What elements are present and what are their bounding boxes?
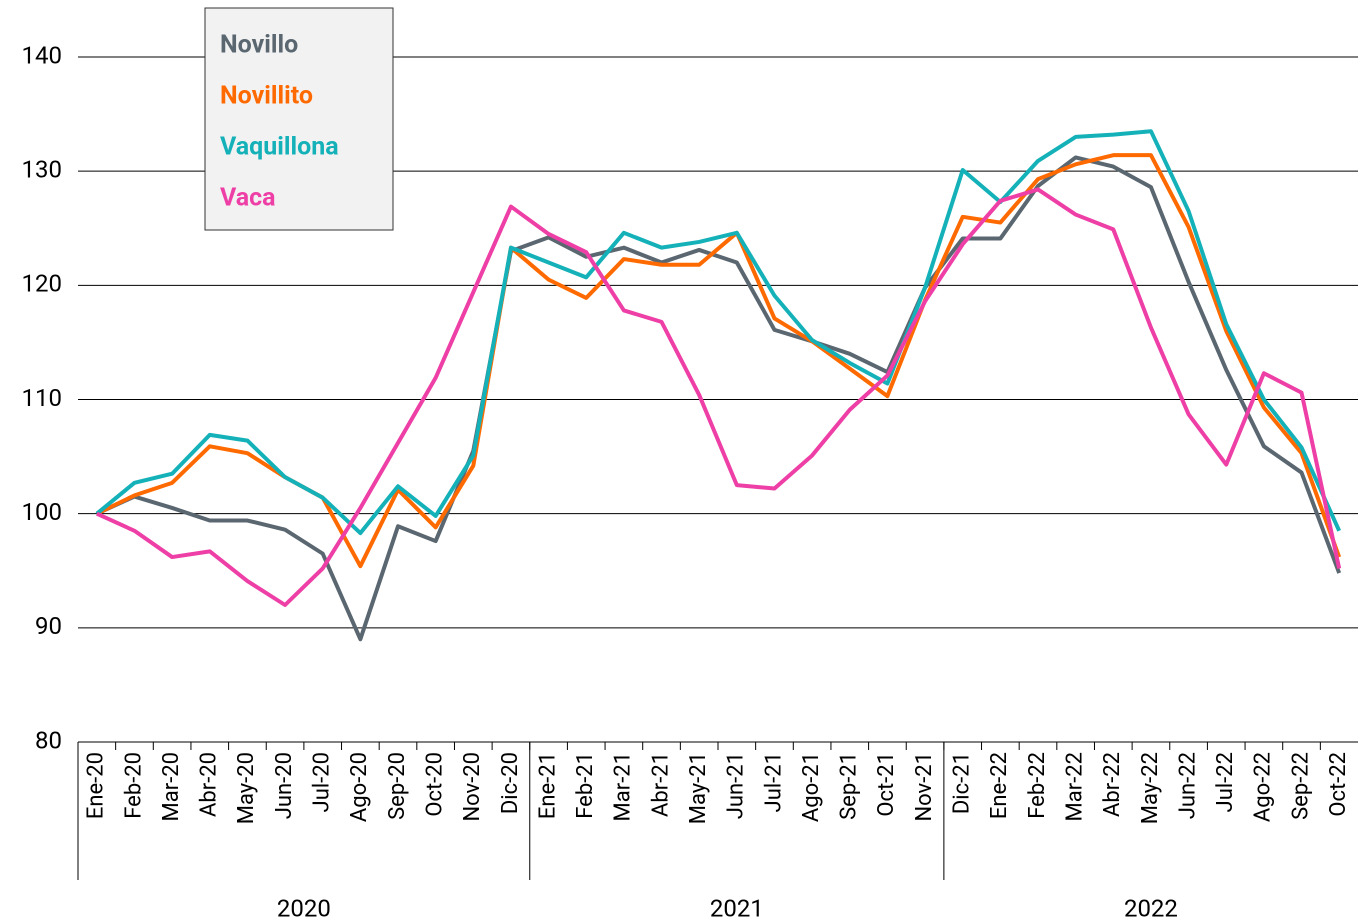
legend-entry: Novillo — [220, 31, 298, 60]
x-tick-label: Dic-20 — [498, 752, 523, 814]
x-tick-label: Jun-20 — [272, 752, 297, 819]
series-line — [95, 155, 1342, 642]
y-tick-label: 110 — [22, 384, 62, 412]
x-tick-label: May-22 — [1138, 752, 1163, 824]
x-tick-label: Jul-21 — [761, 752, 786, 812]
x-tick-label: Oct-21 — [874, 752, 899, 817]
y-tick-label: 90 — [35, 612, 62, 640]
x-tick-label: Abr-22 — [1100, 752, 1125, 817]
x-group-label: 2020 — [277, 894, 331, 922]
x-tick-label: Feb-20 — [121, 752, 146, 819]
x-tick-label: Mar-21 — [611, 752, 636, 821]
x-tick-label: Ago-20 — [347, 752, 372, 822]
x-tick-label: Jun-22 — [1175, 752, 1200, 819]
x-group-label: 2022 — [1124, 894, 1178, 922]
y-tick-label: 120 — [22, 270, 62, 298]
series-line — [95, 187, 1342, 607]
x-tick-label: Mar-22 — [1062, 752, 1087, 821]
x-tick-label: Feb-22 — [1025, 752, 1050, 819]
x-tick-label: Dic-21 — [950, 752, 975, 814]
legend-entry: Vaca — [220, 184, 276, 213]
x-tick-label: Sep-21 — [837, 752, 862, 820]
x-tick-label: Oct-22 — [1326, 752, 1351, 817]
x-tick-label: Ene-20 — [84, 752, 109, 819]
legend-box — [204, 7, 394, 231]
legend-entry: Novillito — [220, 82, 313, 111]
x-tick-label: Jun-21 — [724, 752, 749, 819]
x-tick-label: Abr-20 — [197, 752, 222, 817]
x-tick-label: Ene-21 — [535, 752, 560, 819]
x-tick-label: Sep-20 — [385, 752, 410, 820]
x-tick-label: Abr-21 — [648, 752, 673, 817]
x-tick-label: Sep-22 — [1288, 752, 1313, 820]
x-group-label: 2021 — [710, 894, 764, 922]
x-tick-label: May-20 — [234, 752, 259, 824]
x-tick-label: Ago-21 — [799, 752, 824, 822]
x-tick-label: Feb-21 — [573, 752, 598, 819]
x-tick-label: Ene-22 — [987, 752, 1012, 819]
x-tick-label: May-21 — [686, 752, 711, 824]
y-tick-label: 140 — [22, 41, 62, 69]
x-tick-label: Mar-20 — [159, 752, 184, 821]
y-tick-label: 80 — [35, 726, 62, 754]
x-tick-label: Nov-20 — [460, 752, 485, 822]
x-tick-label: Ago-22 — [1251, 752, 1276, 822]
y-tick-label: 130 — [22, 156, 62, 184]
legend-entry: Vaquillona — [220, 133, 339, 162]
x-tick-label: Nov-21 — [912, 752, 937, 822]
series-line — [95, 129, 1342, 536]
x-tick-label: Oct-20 — [422, 752, 447, 817]
y-tick-label: 100 — [22, 498, 62, 526]
x-tick-label: Jul-22 — [1213, 752, 1238, 812]
x-tick-label: Jul-20 — [310, 752, 335, 812]
